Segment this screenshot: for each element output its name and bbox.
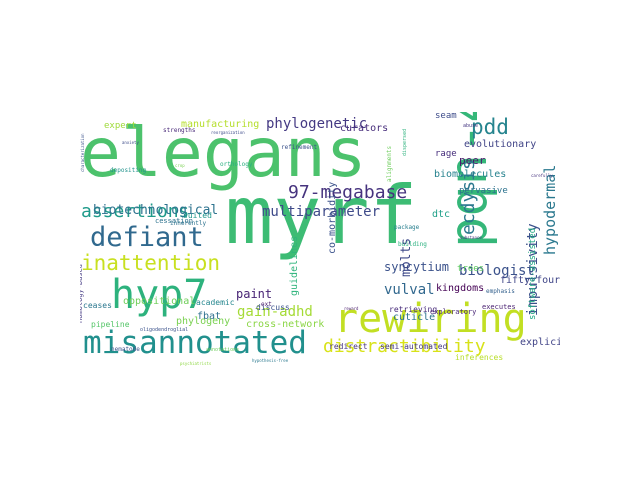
word-homology-based: homology-based <box>80 263 84 323</box>
word-phylogeny: phylogeny <box>176 316 231 327</box>
word-retrieving: retrieving <box>389 305 438 314</box>
word-discuss: discuss <box>256 303 290 312</box>
word-seam: seam <box>435 112 457 121</box>
word-redirect: redirect <box>329 342 368 351</box>
word-software-assisted: software-assisted <box>528 227 538 320</box>
word-cessation: cessation <box>155 217 193 225</box>
word-oppositional: oppositional <box>123 296 196 307</box>
word-evolutionary: evolutionary <box>464 139 537 150</box>
word-strengths: strengths <box>163 127 196 134</box>
word-guidelines: guidelines <box>289 235 300 296</box>
word-rage: rage <box>435 149 457 159</box>
word-hypodermal: hypodermal <box>541 164 559 255</box>
word-multiparameter: multiparameter <box>262 204 381 220</box>
word-annotations: annotations <box>206 347 240 353</box>
word-nematode: nematode <box>111 346 140 353</box>
word-explicit: explicit <box>520 337 560 348</box>
word-cloud: elegans myrf pqn-47 rewiring hyp7 misann… <box>80 112 560 368</box>
word-pdd: pdd <box>471 115 509 139</box>
word-cross-network: cross-network <box>246 319 325 330</box>
word-fifty-four: fifty-four <box>500 275 560 286</box>
word-cuticle: cuticle <box>393 312 436 323</box>
word-inattention: inattention <box>81 251 221 275</box>
word-co-morbidity: co-morbidity <box>327 181 338 254</box>
word-abuse: abuse <box>463 123 479 129</box>
word-defiant: defiant <box>90 222 204 253</box>
word-kingdoms: kingdoms <box>436 283 485 294</box>
word-characterization: characterization <box>80 133 85 172</box>
word-psychiatrists: psychiatrists <box>180 361 212 366</box>
word-substance: substance <box>460 235 482 240</box>
word-misannotated: misannotated <box>83 325 307 361</box>
word-manufacturing: manufacturing <box>181 119 260 130</box>
word-exploratory: exploratory <box>430 308 477 316</box>
word-gain-adhd: gain-adhd <box>237 304 313 320</box>
word-peer: peer <box>459 154 486 167</box>
word-biologist: biologist <box>459 263 535 279</box>
word-hypothesis-free: hypothesis-free <box>252 358 289 363</box>
word-executes: executes <box>482 303 516 311</box>
word-orthology: orthology <box>220 161 253 168</box>
word-phylogenetic: phylogenetic <box>266 116 368 132</box>
word-myrf: myrf <box>225 169 418 262</box>
word-fbat: fbat <box>197 311 222 322</box>
word-package: package <box>394 224 420 231</box>
word-biomolecules: biomolecules <box>434 169 507 180</box>
word-pipeline: pipeline <box>91 320 130 329</box>
word-carefully: carefully <box>531 173 553 178</box>
word-suited: suited <box>183 211 212 220</box>
word-distractibility: distractibility <box>323 336 486 357</box>
word-trees: trees <box>457 264 485 274</box>
word-dtc: dtc <box>432 209 451 220</box>
word-building: building <box>398 241 427 248</box>
word-hyp7: hyp7 <box>111 272 208 318</box>
word-inferences: inferences <box>455 353 504 362</box>
word-rewiring: rewiring <box>334 296 527 342</box>
word-ext: ext <box>261 301 272 308</box>
word-semi-automated: semi-automated <box>380 342 448 351</box>
word-emphasis: emphasis <box>486 288 515 295</box>
word-reward: reward <box>344 306 359 311</box>
word-assertions: assertions <box>81 201 190 222</box>
word-vulval: vulval <box>384 282 435 298</box>
word-pervasive: pervasive <box>459 186 508 196</box>
word-reorganization: reorganization <box>211 130 245 135</box>
word-biotechnological: biotechnological <box>93 203 219 218</box>
word-oligodendroglial: oligodendroglial <box>140 327 189 333</box>
word-alignments: alignments <box>386 145 393 182</box>
word-curators: curators <box>340 123 389 134</box>
word-anxiety: anxiety <box>122 140 139 145</box>
word-crop: crop <box>175 163 185 168</box>
word-expert: expert <box>104 121 137 131</box>
word-inherently: inherently <box>170 220 207 227</box>
word-academic: academic <box>196 298 235 307</box>
word-dispersed: dispersed <box>402 128 408 156</box>
word-ceases: ceases <box>83 301 112 310</box>
word-depositing: depositing <box>110 167 147 174</box>
word-refinement: refinement <box>281 144 318 151</box>
word-elegans: elegans <box>80 114 367 193</box>
word-97-megabase: 97-megabase <box>288 182 408 203</box>
word-syncytium: syncytium <box>384 260 450 274</box>
word-paint: paint <box>236 287 273 301</box>
